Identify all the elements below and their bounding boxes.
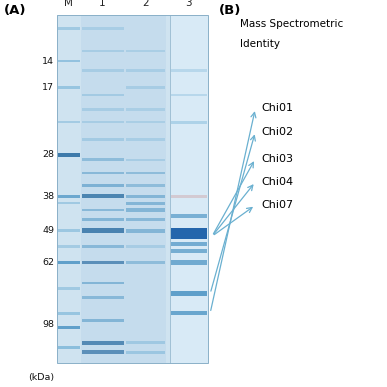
Bar [82, 350, 124, 354]
Text: 1: 1 [99, 0, 106, 8]
Bar [82, 69, 124, 72]
Bar [171, 311, 207, 315]
Bar [126, 202, 165, 205]
Bar [58, 121, 80, 123]
Bar [126, 159, 165, 161]
Bar [58, 60, 80, 62]
Bar [82, 341, 124, 344]
Bar [58, 229, 80, 232]
Text: 3: 3 [185, 0, 192, 8]
Bar [126, 351, 165, 354]
Bar [58, 153, 80, 157]
Bar [58, 27, 80, 29]
Text: Chi04: Chi04 [261, 177, 293, 187]
Bar [82, 209, 124, 211]
Bar [57, 15, 208, 363]
Bar [126, 121, 165, 123]
Bar [82, 228, 124, 233]
Bar [126, 245, 165, 248]
Text: Chi03: Chi03 [261, 154, 293, 164]
Bar [82, 194, 124, 199]
Bar [58, 312, 80, 315]
Bar [58, 346, 80, 349]
Bar [171, 121, 207, 124]
Bar [82, 282, 124, 284]
Bar [171, 260, 207, 265]
Text: 62: 62 [42, 258, 54, 267]
Text: (B): (B) [219, 4, 241, 17]
Bar [82, 319, 124, 322]
Bar [126, 341, 165, 344]
Bar [126, 195, 165, 198]
Bar [82, 172, 124, 175]
Text: (A): (A) [4, 4, 26, 17]
Bar [171, 242, 207, 246]
Text: 17: 17 [42, 83, 54, 92]
Bar [58, 202, 80, 204]
Bar [171, 195, 207, 198]
Text: (kDa): (kDa) [28, 373, 54, 382]
Text: 98: 98 [42, 320, 54, 329]
Bar [171, 291, 207, 296]
Bar [82, 184, 124, 187]
Bar [82, 50, 124, 52]
Bar [126, 139, 165, 141]
Bar [171, 228, 207, 239]
Bar [57, 15, 208, 363]
Bar [171, 69, 207, 72]
Bar [81, 15, 166, 363]
Bar [82, 245, 124, 248]
Bar [58, 261, 80, 264]
Bar [126, 172, 165, 175]
Bar [171, 214, 207, 218]
Bar [82, 108, 124, 111]
Bar [126, 184, 165, 187]
Bar [126, 218, 165, 221]
Bar [126, 208, 165, 212]
Bar [126, 86, 165, 89]
Text: 14: 14 [42, 57, 54, 65]
Bar [82, 27, 124, 30]
Bar [126, 50, 165, 52]
Bar [170, 15, 208, 363]
Text: M: M [65, 0, 73, 8]
Text: 49: 49 [42, 226, 54, 235]
Text: Chi01: Chi01 [261, 103, 293, 113]
Bar [82, 261, 124, 264]
Text: Mass Spectrometric: Mass Spectrometric [240, 19, 343, 29]
Bar [126, 261, 165, 264]
Text: Identity: Identity [240, 39, 280, 49]
Bar [171, 249, 207, 253]
Bar [82, 94, 124, 96]
Text: 2: 2 [142, 0, 149, 8]
Bar [82, 121, 124, 123]
Bar [82, 296, 124, 298]
Text: Chi02: Chi02 [261, 127, 293, 137]
Text: Chi07: Chi07 [261, 200, 293, 210]
Text: 38: 38 [42, 192, 54, 201]
Bar [126, 69, 165, 72]
Bar [126, 108, 165, 111]
Bar [58, 326, 80, 329]
Bar [82, 218, 124, 221]
Bar [82, 158, 124, 161]
Bar [58, 287, 80, 289]
Text: 28: 28 [42, 151, 54, 159]
Bar [58, 195, 80, 198]
Bar [82, 139, 124, 141]
Bar [58, 245, 80, 248]
Bar [126, 229, 165, 233]
Bar [171, 94, 207, 96]
Bar [58, 86, 80, 89]
